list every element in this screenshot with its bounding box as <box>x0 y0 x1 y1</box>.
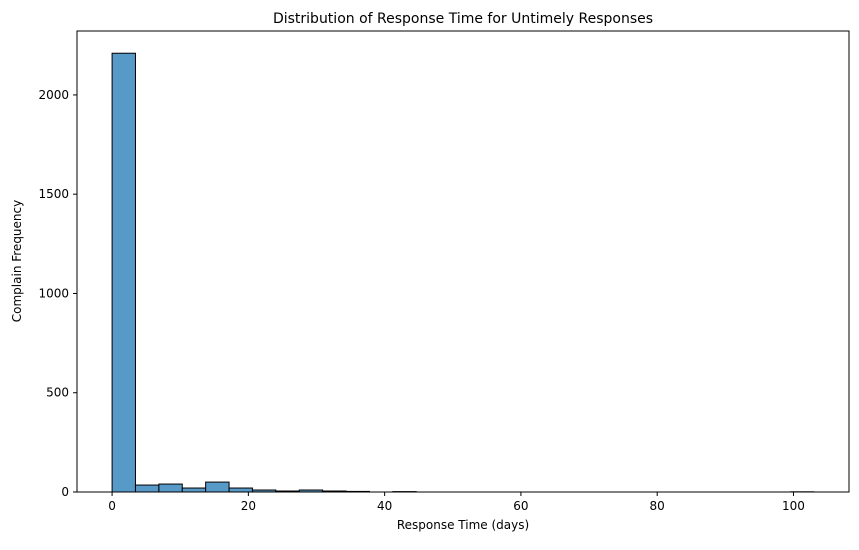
y-tick-label: 2000 <box>38 88 69 102</box>
axes-layer <box>77 31 849 492</box>
y-tick-label: 0 <box>61 485 69 499</box>
y-tick-label: 1500 <box>38 187 69 201</box>
histogram-bar <box>229 488 252 492</box>
histogram-bar <box>159 484 182 492</box>
x-tick-label: 80 <box>650 499 665 513</box>
y-tick-label: 1000 <box>38 286 69 300</box>
x-tick-label: 0 <box>108 499 116 513</box>
histogram-bar <box>112 53 135 492</box>
x-tick-label: 60 <box>513 499 528 513</box>
plot-frame <box>77 31 849 492</box>
x-axis-ticks: 0 20 40 60 80 100 <box>108 492 805 513</box>
x-tick-label: 100 <box>782 499 805 513</box>
x-tick-label: 20 <box>241 499 256 513</box>
x-axis-label: Response Time (days) <box>397 518 529 532</box>
y-tick-label: 500 <box>46 386 69 400</box>
y-axis-label: Complain Frequency <box>10 200 24 322</box>
histogram-bar <box>206 482 229 492</box>
histogram-bar <box>135 485 158 492</box>
chart-title: Distribution of Response Time for Untime… <box>273 11 653 27</box>
x-tick-label: 40 <box>377 499 392 513</box>
histogram-bar <box>182 488 205 492</box>
bars-layer <box>112 53 814 492</box>
y-axis-ticks: 0 500 1000 1500 2000 <box>38 88 77 499</box>
